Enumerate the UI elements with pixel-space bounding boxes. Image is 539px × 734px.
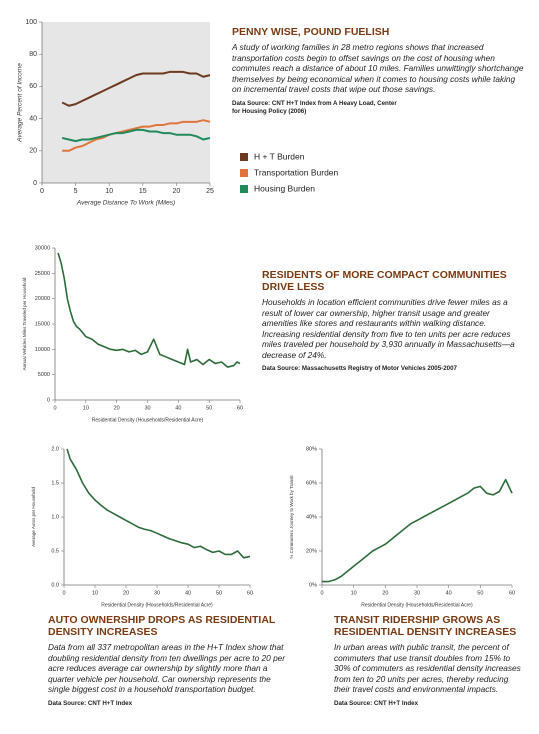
x-tick-label: 20 — [123, 590, 129, 596]
data-line — [62, 119, 211, 152]
x-tick-label: 20 — [382, 590, 388, 596]
data-line — [322, 478, 513, 583]
y-axis-label: Average Percent of Income — [17, 63, 24, 143]
y-axis-label: % Commuters Journey to Work by Transit — [289, 475, 294, 559]
body-text: Data from all 337 metropolitan areas in … — [48, 642, 286, 694]
heading: TRANSIT RIDERSHIP GROWS AS RESIDENTIAL D… — [334, 614, 517, 638]
text-block: RESIDENTS OF MORE COMPACT COMMUNITIES DR… — [262, 269, 524, 378]
body-text: Households in location efficient communi… — [262, 297, 515, 360]
legend-label: Transportation Burden — [254, 167, 339, 177]
y-tick-label: 1.0 — [51, 514, 59, 520]
legend-label: H + T Burden — [254, 151, 305, 161]
source: Data Source: Massachusetts Registry of M… — [262, 365, 457, 372]
y-tick-label: 60% — [306, 480, 317, 486]
y-tick-label: 15000 — [35, 321, 50, 327]
plot-area — [322, 449, 512, 585]
y-tick-label: 30000 — [35, 245, 50, 251]
y-tick-label: 100 — [25, 19, 37, 26]
x-tick-label: 10 — [105, 188, 113, 195]
text-block: AUTO OWNERSHIP DROPS AS RESIDENTIAL DENS… — [48, 614, 288, 713]
x-tick-label: 15 — [139, 188, 147, 195]
x-tick-label: 20 — [173, 188, 181, 195]
source: Data Source: CNT H+T Index from A Heavy … — [232, 99, 397, 115]
y-tick-label: 10000 — [35, 347, 50, 353]
legend-swatch — [240, 185, 248, 193]
legend-swatch — [240, 169, 248, 177]
heading: RESIDENTS OF MORE COMPACT COMMUNITIES DR… — [262, 269, 507, 293]
y-tick-label: 2.0 — [51, 446, 59, 452]
y-tick-label: 0.5 — [51, 548, 59, 554]
data-line — [57, 252, 241, 368]
x-tick-label: 10 — [83, 405, 89, 411]
y-tick-label: 0% — [309, 582, 317, 588]
x-tick-label: 60 — [237, 405, 243, 411]
heading: AUTO OWNERSHIP DROPS AS RESIDENTIAL DENS… — [48, 614, 276, 638]
source: Data Source: CNT H+T Index — [48, 699, 133, 707]
x-axis-label: Residential Density (Households/Resident… — [101, 602, 213, 608]
y-tick-label: 20 — [29, 148, 37, 155]
x-tick-label: 50 — [206, 405, 212, 411]
x-tick-label: 20 — [114, 405, 120, 411]
x-tick-label: 5 — [74, 188, 78, 195]
x-tick-label: 0 — [320, 590, 323, 596]
y-tick-label: 80% — [306, 446, 317, 452]
data-line — [61, 70, 211, 107]
source: Data Source: CNT H+T Index — [334, 699, 419, 707]
y-axis-label: Annual Vehicles Miles Traveled per House… — [22, 277, 27, 370]
data-line — [61, 128, 211, 143]
legend-label: Housing Burden — [254, 183, 315, 193]
y-tick-label: 80 — [29, 51, 37, 58]
x-tick-label: 0 — [40, 188, 44, 195]
x-tick-label: 30 — [144, 405, 150, 411]
x-tick-label: 0 — [62, 590, 65, 596]
body-text: A study of working families in 28 metro … — [232, 42, 524, 94]
y-tick-label: 40 — [29, 115, 37, 122]
x-tick-label: 10 — [92, 590, 98, 596]
x-tick-label: 40 — [446, 590, 452, 596]
x-tick-label: 60 — [509, 590, 515, 596]
y-tick-label: 1.5 — [51, 480, 59, 486]
text-block: PENNY WISE, POUND FUELISH A study of wor… — [232, 26, 524, 121]
y-tick-label: 0 — [33, 180, 37, 187]
text-block: TRANSIT RIDERSHIP GROWS AS RESIDENTIAL D… — [334, 614, 524, 713]
x-tick-label: 30 — [414, 590, 420, 596]
x-axis-label: Residential Density (Households/Resident… — [361, 602, 473, 608]
x-tick-label: 0 — [53, 405, 56, 411]
y-tick-label: 60 — [29, 83, 37, 90]
y-tick-label: 5000 — [38, 372, 50, 378]
x-tick-label: 60 — [247, 590, 253, 596]
x-axis-label: Residential Density (Households/Resident… — [92, 417, 204, 423]
x-tick-label: 40 — [175, 405, 181, 411]
y-axis-label: Average Autos per Household — [31, 487, 36, 547]
x-tick-label: 25 — [206, 188, 214, 195]
y-tick-label: 0.0 — [51, 582, 59, 588]
x-tick-label: 50 — [216, 590, 222, 596]
x-tick-label: 50 — [477, 590, 483, 596]
y-tick-label: 20% — [306, 548, 317, 554]
y-tick-label: 20000 — [35, 296, 50, 302]
legend-swatch — [240, 153, 248, 161]
plot-area — [64, 449, 250, 585]
heading: PENNY WISE, POUND FUELISH — [232, 26, 390, 38]
data-line — [66, 448, 251, 559]
x-axis-label: Average Distance To Work (Miles) — [76, 200, 175, 207]
body-text: In urban areas with public transit, the … — [334, 642, 521, 694]
x-tick-label: 30 — [154, 590, 160, 596]
y-tick-label: 40% — [306, 514, 317, 520]
y-tick-label: 25000 — [35, 271, 50, 277]
x-tick-label: 40 — [185, 590, 191, 596]
plot-area — [55, 248, 240, 400]
plot-area — [42, 22, 210, 183]
x-tick-label: 10 — [351, 590, 357, 596]
y-tick-label: 0 — [47, 397, 50, 403]
